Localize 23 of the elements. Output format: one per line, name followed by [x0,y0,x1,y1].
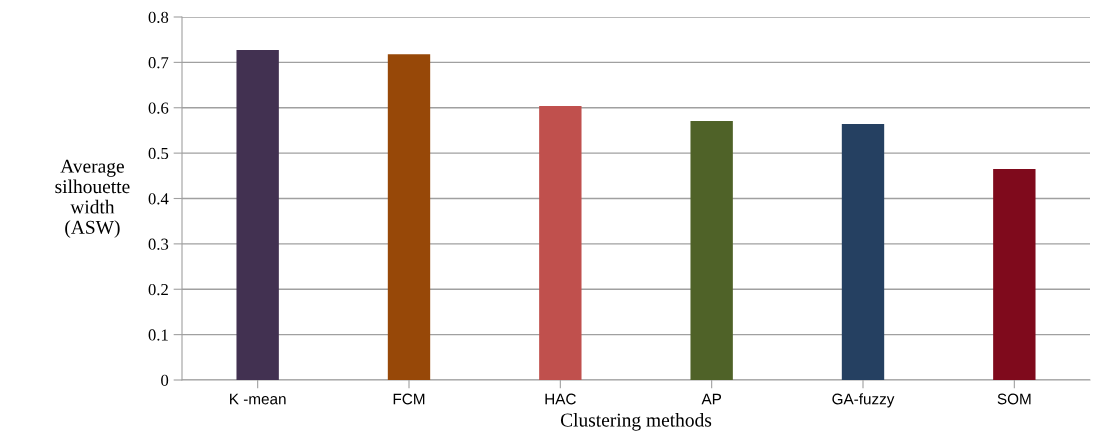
y-tick-label: 0.3 [148,238,169,250]
y-tick-label: 0.8 [148,11,169,24]
y-tick-label: 0.5 [148,147,169,160]
bar [539,105,582,380]
bar [993,169,1036,380]
bar [236,50,279,380]
y-tick-label: 0.4 [148,193,169,205]
x-tick-label: K -mean [230,393,286,405]
bar [387,54,431,380]
y-tick-label: 0.7 [148,57,169,69]
x-tick-label: GA-fuzzy [832,393,895,408]
x-tick-label: FCM [393,393,425,405]
x-tick-label: AP [701,393,722,405]
x-tick-label: SOM [997,393,1031,405]
bar [841,124,885,380]
y-axis-title: Average silhouette width (ASW) [55,159,130,238]
y-tick-label: 0.1 [148,329,168,341]
x-axis-title: Clustering methods [560,412,712,431]
y-tick-label: 0.6 [148,102,169,114]
y-tick-label: 0 [161,374,169,386]
y-tick-label: 0.2 [148,283,168,296]
bar [690,120,733,380]
x-tick-label: HAC [545,393,576,405]
